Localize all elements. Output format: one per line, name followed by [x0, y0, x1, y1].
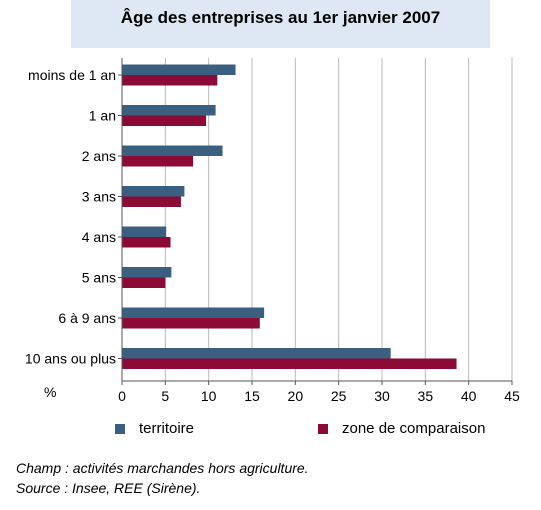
- category-label-1: 1 an: [89, 108, 116, 124]
- category-label-2: 2 ans: [82, 148, 116, 164]
- bar-territoire-3: [122, 186, 185, 197]
- category-label-3: 3 ans: [82, 189, 116, 205]
- bar-territoire-1: [122, 105, 216, 116]
- category-label-7: 10 ans ou plus: [25, 351, 116, 367]
- bar-territoire-2: [122, 145, 223, 156]
- x-tick-label-45: 45: [504, 388, 520, 404]
- bar-zone-de-comparaison-5: [122, 277, 166, 288]
- x-tick-label-0: 0: [118, 388, 126, 404]
- bar-territoire-0: [122, 64, 236, 75]
- x-tick-label-5: 5: [161, 388, 169, 404]
- legend-item-zone-de-comparaison: zone de comparaison: [318, 420, 485, 437]
- bar-territoire-6: [122, 307, 265, 318]
- x-tick-labels: 0 5 10 15 20 25 30 35 40 45: [118, 388, 520, 404]
- category-label-4: 4 ans: [82, 229, 116, 245]
- chart-notes: Champ : activités marchandes hors agricu…: [16, 458, 309, 498]
- legend-label-zone-de-comparaison: zone de comparaison: [342, 420, 486, 437]
- axes: [118, 58, 513, 385]
- category-label-5: 5 ans: [82, 270, 116, 286]
- x-tick-label-10: 10: [201, 388, 217, 404]
- grid-lines: [164, 58, 513, 381]
- x-tick-label-40: 40: [461, 388, 477, 404]
- chart-title: Âge des entreprises au 1er janvier 2007: [120, 8, 441, 27]
- legend-swatch-territoire: [115, 423, 125, 434]
- x-tick-label-35: 35: [418, 388, 434, 404]
- legend-swatch-zone-de-comparaison: [318, 423, 328, 434]
- x-tick-label-15: 15: [244, 388, 260, 404]
- category-label-6: 6 à 9 ans: [58, 310, 116, 326]
- category-labels: moins de 1 an 1 an 2 ans 3 ans 4 ans 5 ans 6 à…: [25, 67, 116, 367]
- x-tick-label-20: 20: [288, 388, 304, 404]
- chart-title-band: Âge des entreprises au 1er janvier 2007: [71, 0, 490, 48]
- note-champ: Champ : activités marchandes hors agricu…: [16, 460, 309, 476]
- bar-zone-de-comparaison-4: [122, 237, 171, 248]
- legend-label-territoire: territoire: [139, 420, 195, 437]
- bar-zone-de-comparaison-6: [122, 318, 260, 329]
- x-tick-label-30: 30: [374, 388, 390, 404]
- bar-zone-de-comparaison-1: [122, 115, 207, 126]
- bar-zone-de-comparaison-2: [122, 156, 194, 167]
- x-axis-unit-label: %: [44, 384, 56, 400]
- category-label-0: moins de 1 an: [28, 67, 116, 83]
- bar-zone-de-comparaison-3: [122, 196, 181, 207]
- bar-zone-de-comparaison-7: [122, 358, 457, 369]
- bar-territoire-5: [122, 267, 172, 278]
- x-tick-label-25: 25: [331, 388, 347, 404]
- bar-zone-de-comparaison-0: [122, 75, 218, 86]
- bars-group: [122, 64, 457, 369]
- bar-territoire-4: [122, 226, 167, 237]
- bar-territoire-7: [122, 348, 391, 359]
- legend-item-territoire: territoire: [115, 420, 194, 437]
- note-source: Source : Insee, REE (Sirène).: [16, 480, 201, 496]
